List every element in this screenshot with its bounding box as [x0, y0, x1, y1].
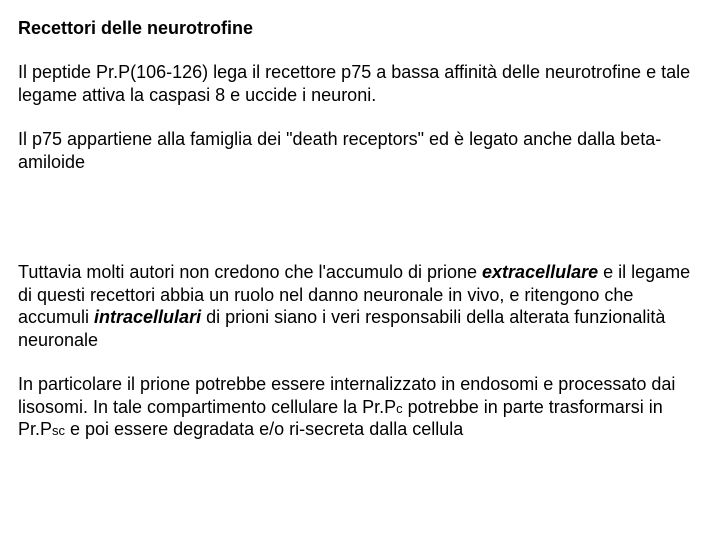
p3-emphasis-intracellulari: intracellulari — [94, 307, 201, 327]
paragraph-2: Il p75 appartiene alla famiglia dei "dea… — [18, 128, 700, 173]
paragraph-3: Tuttavia molti autori non credono che l'… — [18, 261, 700, 351]
p4-text-c: e poi essere degradata e/o ri-secreta da… — [65, 419, 463, 439]
paragraph-4: In particolare il prione potrebbe essere… — [18, 373, 700, 441]
paragraph-1: Il peptide Pr.P(106-126) lega il recetto… — [18, 61, 700, 106]
p3-text-pre: Tuttavia molti autori non credono che l'… — [18, 262, 482, 282]
p4-superscript-sc: sc — [52, 423, 65, 438]
page-title: Recettori delle neurotrofine — [18, 18, 700, 39]
p3-emphasis-extracellulare: extracellulare — [482, 262, 598, 282]
